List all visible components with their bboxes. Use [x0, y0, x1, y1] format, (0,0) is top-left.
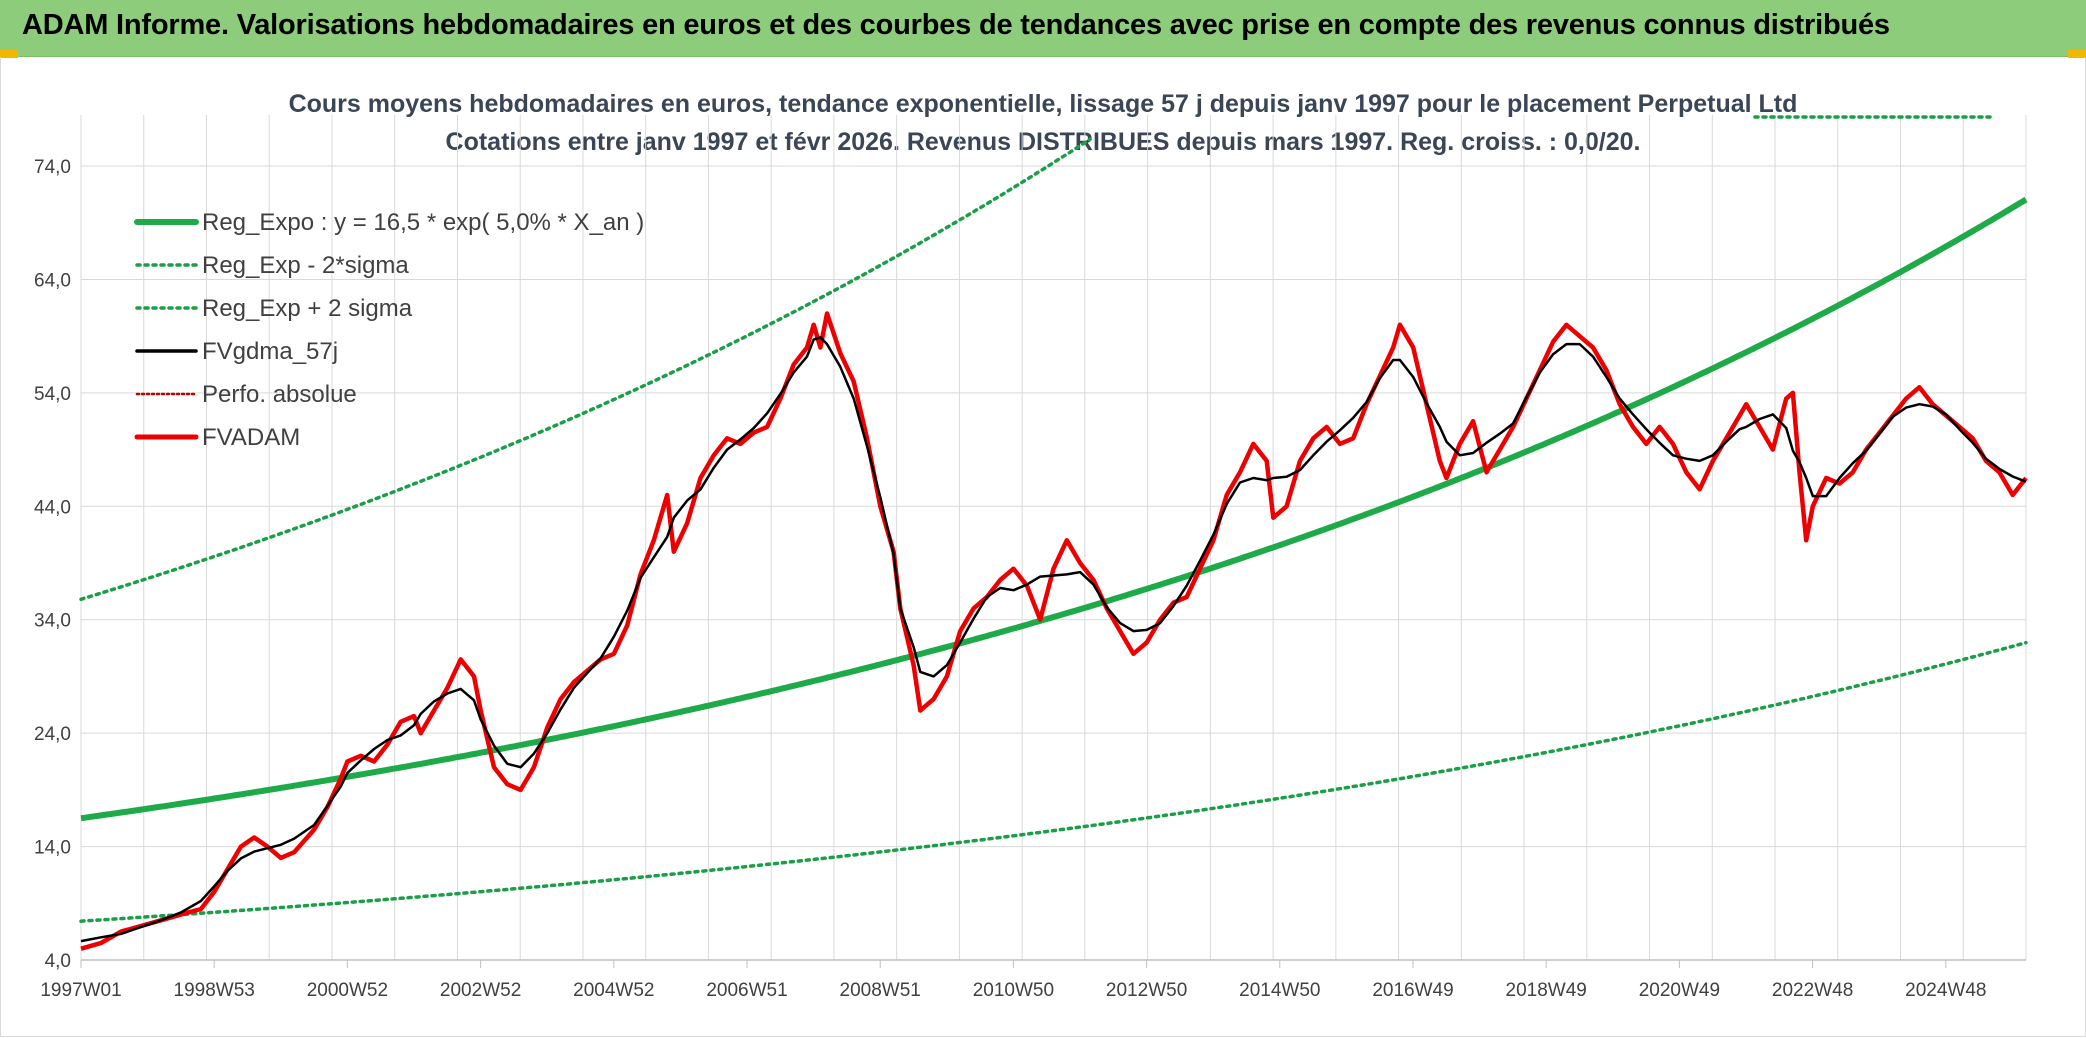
y-tick-label: 4,0	[45, 951, 71, 972]
legend-label-sigma_plus: Reg_Exp + 2 sigma	[202, 295, 413, 322]
series-layer	[79, 115, 2028, 951]
y-tick-label: 64,0	[34, 270, 71, 291]
x-tick-label: 2020W49	[1639, 980, 1720, 1001]
axes: 4,0 14,0 24,0 34,0 44,0 54,0 64,0 74,0 1997W01 19…	[34, 157, 2026, 1001]
x-tick-label: 2002W52	[440, 980, 521, 1001]
legend-label-sigma_minus: Reg_Exp - 2*sigma	[202, 252, 409, 279]
chart-subtitle-line2: Cotations entre janv 1997 et févr 2026. …	[446, 128, 1641, 156]
series-reg-expo	[80, 196, 2028, 822]
x-tick-label: 2018W49	[1506, 980, 1587, 1001]
legend-label-price: FVADAM	[202, 424, 300, 451]
x-tick-label: 2016W49	[1372, 980, 1453, 1001]
y-tick-label: 44,0	[34, 497, 71, 518]
series-fvgdma-57j	[80, 336, 2027, 943]
report-banner: ADAM Informe. Valorisations hebdomadaire…	[0, 0, 2086, 58]
x-tick-label: 1997W01	[40, 980, 121, 1001]
y-tick-label: 74,0	[34, 157, 71, 178]
grid	[80, 115, 2027, 961]
x-tick-label: 2024W48	[1905, 980, 1986, 1001]
banner-corner-right	[2068, 50, 2086, 58]
x-tick-label: 2022W48	[1772, 980, 1853, 1001]
x-tick-label: 1998W53	[174, 980, 255, 1001]
legend-label-trend: Reg_Expo : y = 16,5 * exp( 5,0% * X_an )	[202, 209, 644, 236]
series-reg-minus-2sigma	[79, 640, 2028, 923]
y-tick-label: 34,0	[34, 611, 71, 632]
series-fvadam	[80, 311, 2028, 951]
y-tick-label: 24,0	[34, 724, 71, 745]
x-tick-label: 2010W50	[973, 980, 1054, 1001]
y-tick-label: 54,0	[34, 384, 71, 405]
x-tick-label: 2004W52	[573, 980, 654, 1001]
chart-subtitle-line1: Cours moyens hebdomadaires en euros, ten…	[289, 90, 1798, 118]
y-tick-label: 14,0	[34, 838, 71, 859]
legend: Reg_Expo : y = 16,5 * exp( 5,0% * X_an )…	[134, 209, 644, 451]
legend-label-smooth: FVgdma_57j	[202, 338, 338, 365]
x-tick-label: 2008W51	[840, 980, 921, 1001]
banner-corner-left	[0, 50, 18, 58]
series-reg-plus-2sigma	[79, 137, 1092, 602]
report-title: ADAM Informe. Valorisations hebdomadaire…	[22, 9, 1890, 41]
x-tick-label: 2000W52	[307, 980, 388, 1001]
x-tick-label: 2006W51	[706, 980, 787, 1001]
x-tick-label: 2014W50	[1239, 980, 1320, 1001]
x-tick-label: 2012W50	[1106, 980, 1187, 1001]
legend-label-perfo: Perfo. absolue	[202, 381, 357, 408]
